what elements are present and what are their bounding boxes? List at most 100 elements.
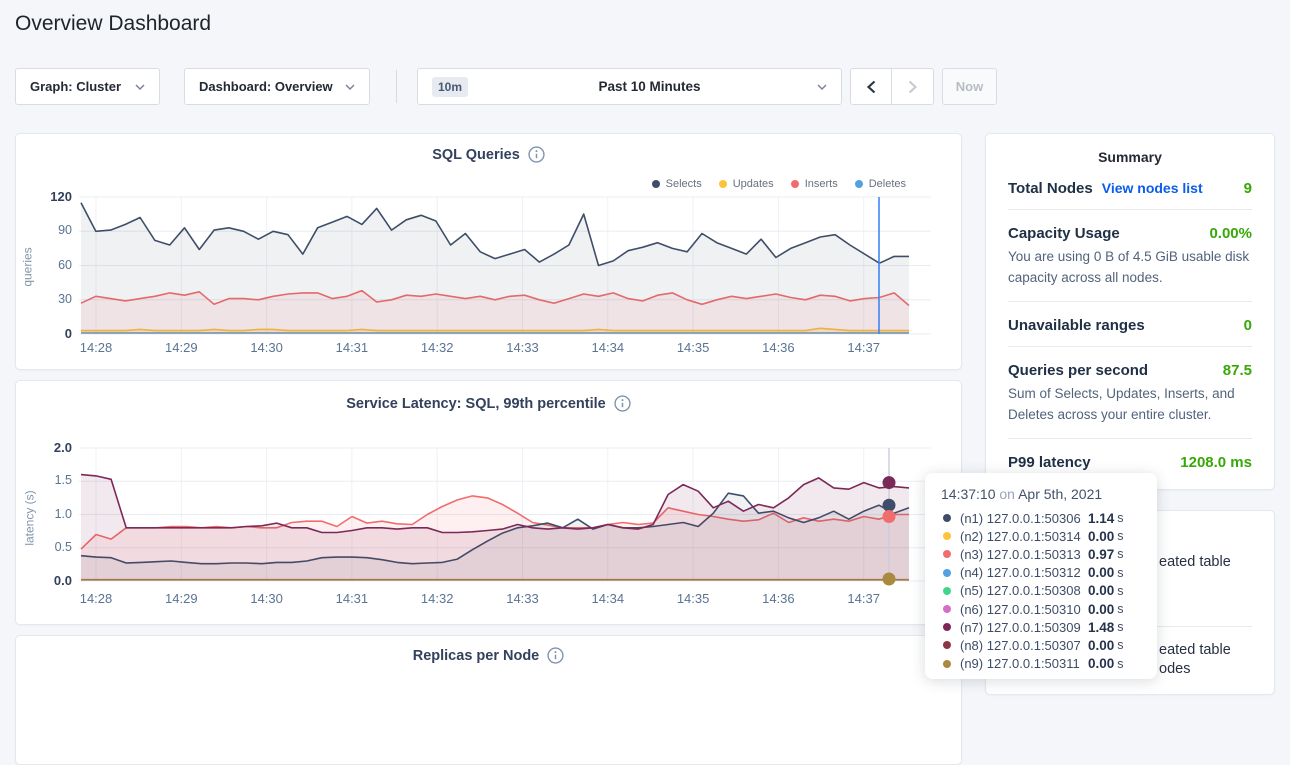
node-address: (n5) 127.0.0.1:50308 bbox=[960, 583, 1081, 599]
replicas-per-node-card: Replicas per Node bbox=[15, 635, 962, 765]
node-latency-value: 0.00 bbox=[1088, 656, 1115, 672]
x-axis-tick-label: 14:34 bbox=[591, 340, 625, 355]
time-nav-group bbox=[850, 68, 934, 105]
y-axis-tick-label: 0 bbox=[64, 326, 72, 341]
chart-title-sql-queries: SQL Queries bbox=[432, 146, 520, 163]
x-axis-tick-label: 14:32 bbox=[420, 340, 454, 355]
tooltip-node-row: (n3) 127.0.0.1:50313 0.97 s bbox=[925, 545, 1157, 563]
info-icon[interactable] bbox=[528, 146, 545, 163]
tooltip-node-row: (n2) 127.0.0.1:50314 0.00 s bbox=[925, 527, 1157, 545]
x-axis-tick-label: 14:29 bbox=[165, 591, 198, 606]
info-icon[interactable] bbox=[614, 395, 631, 412]
summary-label: P99 latency bbox=[1008, 453, 1091, 471]
tooltip-node-row: (n8) 127.0.0.1:50307 0.00 s bbox=[925, 636, 1157, 654]
node-color-dot bbox=[943, 532, 951, 541]
tooltip-timestamp: 14:37:10 on Apr 5th, 2021 bbox=[941, 486, 1102, 502]
legend-dot bbox=[790, 180, 799, 188]
summary-divider bbox=[1008, 300, 1252, 302]
time-range-badge: 10m bbox=[432, 76, 469, 97]
latency-unit: s bbox=[1117, 529, 1124, 544]
chevron-left-icon bbox=[866, 80, 875, 93]
chevron-down-icon bbox=[345, 83, 355, 90]
node-latency-value: 0.00 bbox=[1088, 601, 1115, 617]
x-axis-tick-label: 14:34 bbox=[591, 591, 625, 606]
node-latency-value: 1.48 bbox=[1088, 619, 1115, 635]
node-address: (n8) 127.0.0.1:50307 bbox=[960, 637, 1081, 653]
node-latency-value: 0.00 bbox=[1088, 565, 1115, 581]
tooltip-time: 14:37:10 bbox=[941, 486, 996, 502]
latency-unit: s bbox=[1117, 511, 1124, 526]
x-axis-tick-label: 14:33 bbox=[506, 340, 539, 355]
summary-label: Capacity Usage bbox=[1008, 225, 1120, 242]
node-latency-value: 1.14 bbox=[1088, 510, 1115, 526]
x-axis-tick-label: 14:32 bbox=[420, 591, 454, 606]
chart-title-service-latency: Service Latency: SQL, 99th percentile bbox=[346, 395, 606, 412]
time-range-selector[interactable]: 10m Past 10 Minutes bbox=[417, 68, 842, 105]
event-item-text[interactable]: eated table bbox=[1159, 554, 1231, 570]
node-latency-value: 0.97 bbox=[1088, 546, 1115, 562]
summary-divider bbox=[1008, 345, 1252, 347]
summary-description: You are using 0 B of 4.5 GiB usable disk… bbox=[1008, 249, 1250, 285]
node-latency-value: 0.00 bbox=[1088, 528, 1115, 544]
node-address: (n7) 127.0.0.1:50309 bbox=[960, 619, 1081, 635]
now-button[interactable]: Now bbox=[942, 68, 997, 105]
y-axis-tick-label: 0.0 bbox=[53, 573, 72, 588]
legend-item-updates[interactable]: Updates bbox=[718, 178, 774, 190]
chart-hover-tooltip: 14:37:10 on Apr 5th, 2021 (n1) 127.0.0.1… bbox=[925, 473, 1157, 679]
tooltip-node-row: (n5) 127.0.0.1:50308 0.00 s bbox=[925, 582, 1157, 600]
chevron-right-icon bbox=[908, 80, 917, 93]
summary-row-unavailable-ranges: Unavailable ranges 0 bbox=[1008, 302, 1252, 346]
chart-legend: Selects Updates Inserts Deletes bbox=[651, 178, 906, 190]
tooltip-node-list: (n1) 127.0.0.1:50306 1.14 s (n2) 127.0.0.1:… bbox=[925, 509, 1157, 673]
summary-divider bbox=[1008, 437, 1252, 439]
node-color-dot bbox=[943, 659, 951, 668]
tooltip-node-row: (n7) 127.0.0.1:50309 1.48 s bbox=[925, 618, 1157, 636]
node-color-dot bbox=[943, 514, 951, 523]
tooltip-node-row: (n1) 127.0.0.1:50306 1.14 s bbox=[925, 509, 1157, 527]
chevron-down-icon bbox=[135, 83, 145, 90]
tooltip-on: on bbox=[999, 486, 1015, 502]
node-color-dot bbox=[943, 586, 951, 595]
tooltip-node-row: (n9) 127.0.0.1:50311 0.00 s bbox=[925, 655, 1157, 673]
legend-item-inserts[interactable]: Inserts bbox=[790, 178, 838, 190]
node-color-dot bbox=[943, 623, 951, 632]
legend-item-selects[interactable]: Selects bbox=[651, 178, 702, 190]
node-color-dot bbox=[943, 550, 951, 559]
view-nodes-list-link[interactable]: View nodes list bbox=[1101, 180, 1203, 196]
summary-row-capacity: Capacity Usage 0.00% bbox=[1008, 210, 1252, 254]
event-item-text[interactable]: odes bbox=[1159, 661, 1191, 677]
node-color-dot bbox=[943, 568, 951, 577]
info-icon[interactable] bbox=[547, 647, 564, 664]
summary-description: Sum of Selects, Updates, Inserts, and De… bbox=[1008, 385, 1235, 422]
summary-label: Queries per second bbox=[1008, 361, 1149, 379]
legend-label: Updates bbox=[732, 178, 774, 190]
node-address: (n3) 127.0.0.1:50313 bbox=[960, 546, 1081, 562]
tooltip-node-row: (n6) 127.0.0.1:50310 0.00 s bbox=[925, 600, 1157, 618]
latency-unit: s bbox=[1117, 565, 1124, 580]
x-axis-tick-label: 14:37 bbox=[847, 340, 880, 355]
summary-value: 1208.0 ms bbox=[1180, 453, 1252, 471]
service-latency-plot[interactable] bbox=[79, 439, 931, 589]
tooltip-date: Apr 5th, 2021 bbox=[1018, 486, 1103, 502]
node-address: (n9) 127.0.0.1:50311 bbox=[960, 656, 1080, 672]
time-back-button[interactable] bbox=[850, 68, 892, 105]
event-item-text[interactable]: eated table bbox=[1159, 642, 1231, 658]
graph-dropdown[interactable]: Graph: Cluster bbox=[15, 68, 160, 105]
y-axis-tick-label: 30 bbox=[58, 291, 72, 306]
node-address: (n2) 127.0.0.1:50314 bbox=[960, 528, 1081, 544]
legend-label: Selects bbox=[665, 178, 702, 190]
time-forward-button[interactable] bbox=[892, 68, 934, 105]
legend-dot bbox=[718, 180, 727, 188]
node-latency-value: 0.00 bbox=[1088, 583, 1115, 599]
x-axis-tick-label: 14:35 bbox=[676, 591, 710, 606]
latency-unit: s bbox=[1117, 620, 1124, 635]
summary-value: 0 bbox=[1243, 316, 1252, 334]
dashboard-dropdown-label: Dashboard: Overview bbox=[199, 79, 333, 94]
sql-queries-plot[interactable] bbox=[79, 189, 931, 339]
latency-unit: s bbox=[1117, 547, 1124, 562]
sql-queries-card: SQL Queries Selects Updates Inserts Deletes… bbox=[15, 133, 962, 370]
legend-item-deletes[interactable]: Deletes bbox=[854, 178, 906, 190]
dashboard-dropdown[interactable]: Dashboard: Overview bbox=[184, 68, 370, 105]
y-axis-tick-label: 90 bbox=[58, 223, 72, 238]
legend-dot bbox=[854, 180, 863, 188]
